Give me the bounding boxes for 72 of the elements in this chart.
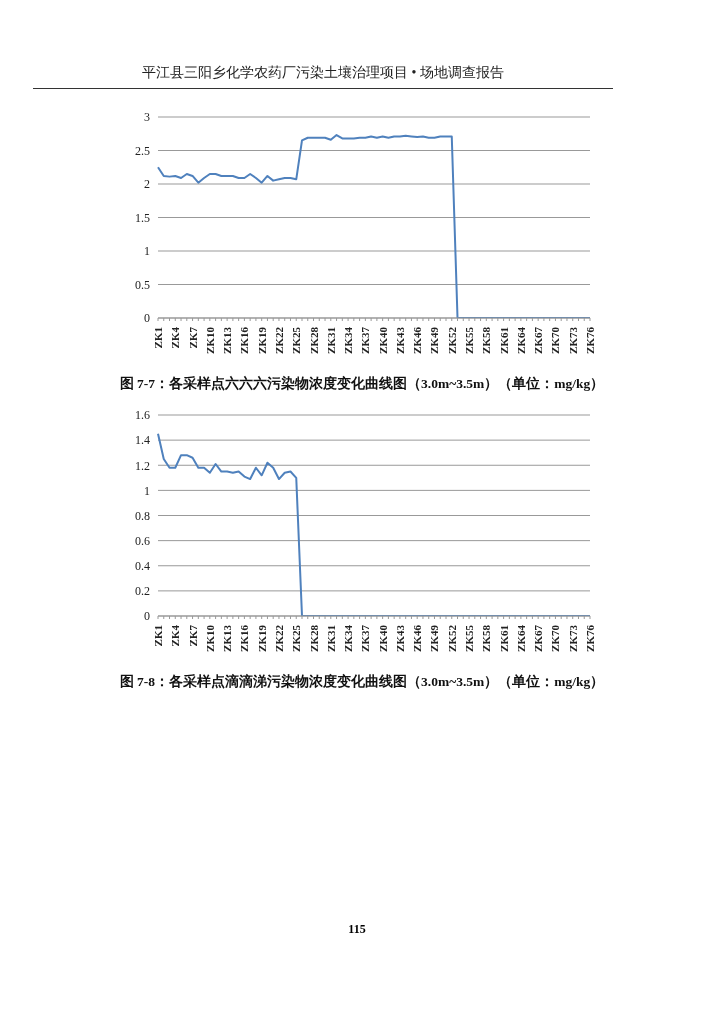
x-tick-label: ZK49 [428, 624, 441, 652]
x-tick-label: ZK7 [186, 624, 199, 647]
y-tick-label: 2.5 [135, 143, 150, 158]
x-tick-label: ZK76 [584, 624, 596, 652]
x-tick-label: ZK49 [428, 326, 441, 354]
x-tick-label: ZK46 [411, 624, 424, 652]
y-tick-label: 0.5 [135, 277, 150, 292]
y-tick-label: 0 [144, 311, 150, 326]
x-tick-label: ZK25 [290, 326, 303, 354]
x-tick-label: ZK40 [376, 326, 389, 354]
x-tick-label: ZK70 [549, 326, 562, 354]
text: 图 7-8：各采样点滴滴涕污染物浓度变化曲线图（3.0m~3.5m）（单位：mg/kg） [118, 673, 606, 691]
y-tick-label: 1 [144, 483, 150, 498]
x-tick-label: ZK37 [359, 624, 372, 652]
text: 115 [348, 922, 366, 936]
x-tick-label: ZK43 [393, 624, 406, 652]
y-tick-label: 1.6 [135, 408, 150, 423]
y-tick-label: 0 [144, 609, 150, 624]
x-tick-label: ZK10 [203, 326, 216, 354]
y-tick-label: 0.2 [135, 584, 150, 599]
x-tick-label: ZK55 [463, 326, 476, 354]
x-tick-label: ZK64 [514, 624, 527, 652]
x-tick-label: ZK25 [290, 624, 303, 652]
x-tick-label: ZK34 [342, 624, 355, 652]
x-tick-label: ZK1 [152, 327, 164, 349]
x-tick-label: ZK43 [393, 326, 406, 354]
x-tick-label: ZK31 [324, 327, 337, 354]
y-tick-label: 1.2 [135, 458, 150, 473]
x-tick-label: ZK55 [463, 624, 476, 652]
x-tick-label: ZK67 [532, 624, 545, 652]
x-tick-label: ZK37 [359, 326, 372, 354]
x-tick-label: ZK52 [445, 624, 458, 652]
x-tick-label: ZK58 [480, 326, 493, 354]
x-tick-label: ZK31 [324, 625, 337, 652]
x-tick-label: ZK28 [307, 326, 320, 354]
x-tick-label: ZK1 [152, 625, 164, 647]
x-tick-label: ZK61 [497, 327, 510, 354]
x-tick-label: ZK40 [376, 624, 389, 652]
x-tick-label: ZK13 [221, 326, 234, 354]
x-tick-label: ZK13 [221, 624, 234, 652]
x-tick-label: ZK19 [255, 326, 268, 354]
x-tick-label: ZK7 [186, 326, 199, 349]
x-tick-label: ZK73 [566, 624, 579, 652]
x-tick-label: ZK46 [411, 326, 424, 354]
x-tick-label: ZK76 [584, 326, 596, 354]
x-tick-label: ZK64 [514, 326, 527, 354]
x-tick-label: ZK67 [532, 326, 545, 354]
x-tick-label: ZK10 [203, 624, 216, 652]
x-tick-label: ZK52 [445, 326, 458, 354]
y-tick-label: 1 [144, 244, 150, 259]
y-tick-label: 0.6 [135, 533, 150, 548]
y-tick-label: 0.8 [135, 508, 150, 523]
x-tick-label: ZK16 [238, 624, 251, 652]
y-tick-label: 2 [144, 177, 150, 192]
y-tick-label: 1.5 [135, 210, 150, 225]
x-tick-label: ZK22 [272, 326, 285, 354]
x-tick-label: ZK73 [566, 326, 579, 354]
y-tick-label: 0.4 [135, 559, 150, 574]
text: 平江县三阳乡化学农药厂污染土壤治理项目 • 场地调查报告 [142, 65, 504, 80]
x-tick-label: ZK58 [480, 624, 493, 652]
y-tick-label: 1.4 [135, 433, 150, 448]
x-tick-label: ZK19 [255, 624, 268, 652]
x-tick-label: ZK4 [169, 326, 182, 349]
y-tick-label: 3 [144, 110, 150, 125]
x-tick-label: ZK34 [342, 326, 355, 354]
x-tick-label: ZK61 [497, 625, 510, 652]
x-tick-label: ZK16 [238, 326, 251, 354]
x-tick-label: ZK22 [272, 624, 285, 652]
x-tick-label: ZK28 [307, 624, 320, 652]
text: 图 7-7：各采样点六六六污染物浓度变化曲线图（3.0m~3.5m）（单位：mg/kg） [118, 375, 606, 393]
x-tick-label: ZK70 [549, 624, 562, 652]
x-tick-label: ZK4 [169, 624, 182, 647]
